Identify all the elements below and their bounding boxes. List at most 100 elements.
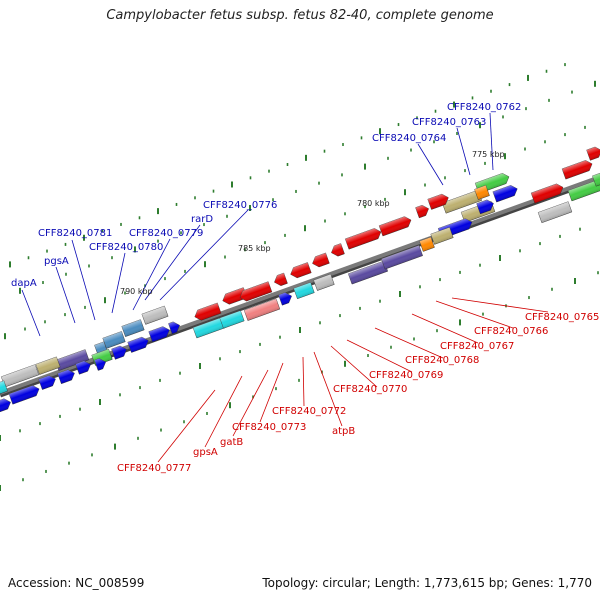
figure-title: Campylobacter fetus subsp. fetus 82-40, … <box>106 8 494 23</box>
gene-orange <box>419 236 435 252</box>
gene-red <box>561 160 593 180</box>
gene-blue-shade <box>111 345 127 360</box>
gene-red-shade <box>379 216 412 237</box>
gene-label-top: dapA <box>11 278 37 289</box>
gene-label-top: CFF8240_0764 <box>372 133 446 144</box>
leader-line-bottom <box>374 327 444 359</box>
gene-red-shade <box>345 228 381 250</box>
gene-purple-shade <box>348 260 388 285</box>
gene-khaki-shade <box>430 227 454 245</box>
gene-red-shade <box>562 160 593 180</box>
leader-line-bottom <box>259 362 284 423</box>
label-leader-lines <box>21 112 549 463</box>
leader-line-top <box>417 143 444 186</box>
gene-red <box>415 204 429 219</box>
gene-cyan <box>0 380 8 395</box>
gene-blue-shade <box>0 398 11 413</box>
accession-text: Accession: NC_008599 <box>8 576 145 590</box>
scale-label: 775 kbp <box>472 150 505 159</box>
gene-cyan-shade <box>193 317 225 339</box>
gene-red-shade <box>194 302 222 321</box>
gene-red <box>530 183 564 204</box>
leader-line-top <box>71 239 96 321</box>
gene-label-bottom: atpB <box>332 426 355 437</box>
gene-green-shade <box>568 179 600 201</box>
gene-blue <box>168 321 180 335</box>
leader-line-bottom <box>330 345 378 388</box>
gene-orange-shade <box>419 237 435 252</box>
gene-grey-shade <box>1 364 39 388</box>
gene-orange <box>474 185 490 200</box>
gene-orange-shade <box>474 185 490 200</box>
gene-red-shade <box>290 262 312 278</box>
gene-red-shade <box>312 252 330 267</box>
gene-khaki <box>35 356 61 375</box>
gene-blue <box>75 360 91 375</box>
leader-line-top <box>456 127 471 176</box>
gene-red <box>331 243 345 257</box>
gene-label-top: CFF8240_0780 <box>89 242 163 253</box>
leader-line-bottom <box>232 369 269 437</box>
gene-label-top: pgsA <box>44 256 69 267</box>
leader-line-top <box>489 112 494 171</box>
gene-red-shade <box>331 243 345 257</box>
gene-blue <box>94 358 106 371</box>
gene-blue-shade <box>9 385 40 405</box>
gene-blue-shade <box>476 199 494 214</box>
gene-red <box>586 146 600 161</box>
gene-label-top: CFF8240_0781 <box>38 228 112 239</box>
gene-label-bottom: CFF8240_0767 <box>440 341 514 352</box>
gene-purple <box>348 260 388 285</box>
leader-line-top <box>55 266 76 324</box>
gene-cyan-shade <box>0 380 8 394</box>
gene-blue-shade <box>38 375 56 390</box>
leader-line-bottom <box>157 389 216 463</box>
gene-steel <box>121 319 145 337</box>
gene-steel <box>102 331 126 349</box>
gene-cyan <box>293 282 315 300</box>
gene-steel-shade <box>121 319 145 337</box>
gene-cyan-shade <box>293 282 315 299</box>
gene-cyan <box>219 310 245 329</box>
gene-grey-shade <box>141 305 169 325</box>
gene-red <box>312 252 330 268</box>
gene-blue-shade <box>57 369 75 384</box>
gene-label-bottom: CFF8240_0777 <box>117 463 191 474</box>
gene-blue <box>111 345 127 360</box>
leader-line-top <box>159 209 249 301</box>
leader-line-top <box>144 224 201 301</box>
gene-green <box>567 179 600 202</box>
gene-khaki <box>442 189 482 214</box>
gene-red <box>344 228 382 250</box>
gene-label-bottom: CFF8240_0770 <box>333 384 407 395</box>
gene-blue-shade <box>94 358 106 371</box>
gene-red <box>427 193 449 210</box>
leader-line-bottom <box>435 300 514 329</box>
scale-label: 780 kbp <box>357 199 390 208</box>
gene-red-shade <box>531 183 564 204</box>
gene-blue <box>492 185 518 203</box>
gene-pink <box>243 298 281 321</box>
gene-label-bottom: CFF8240_0769 <box>369 370 443 381</box>
gene-steel-shade <box>102 331 126 349</box>
gene-red <box>274 272 288 286</box>
gene-red <box>378 216 412 237</box>
gene-red-shade <box>274 272 288 286</box>
gene-red-shade <box>239 281 272 302</box>
gene-grey-shade <box>538 201 572 223</box>
gene-purple-shade <box>55 349 89 371</box>
gene-features <box>0 146 600 413</box>
gene-grey <box>141 305 169 325</box>
gene-red-shade <box>586 146 600 161</box>
leader-line-top <box>21 289 41 337</box>
leader-line-bottom <box>411 313 479 344</box>
gene-label-bottom: CFF8240_0766 <box>474 326 548 337</box>
backbone-line <box>0 175 600 395</box>
gene-label-bottom: CFF8240_0765 <box>525 312 599 323</box>
gene-blue-shade <box>75 360 91 375</box>
gene-blue <box>8 385 40 405</box>
gene-grey <box>313 273 335 291</box>
gene-red <box>290 262 312 279</box>
gene-grey <box>537 201 573 224</box>
